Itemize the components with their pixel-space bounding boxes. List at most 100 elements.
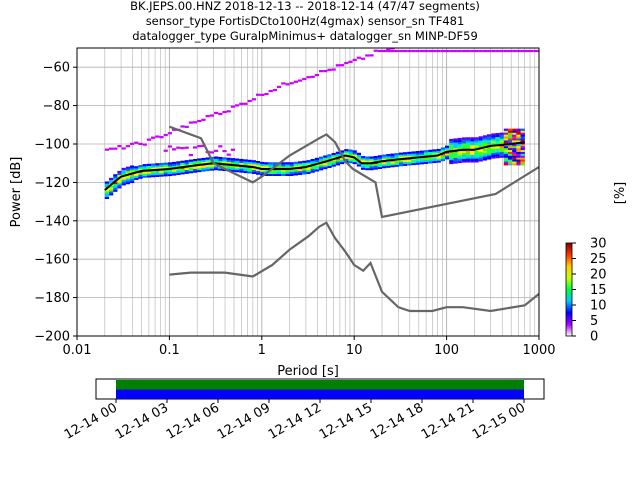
heatmap-cell xyxy=(323,163,328,166)
y-tick-label: −180 xyxy=(34,291,70,306)
heatmap-cell xyxy=(264,92,269,96)
heatmap-cell xyxy=(319,168,324,171)
heatmap-cell xyxy=(306,76,311,79)
heatmap-cell xyxy=(516,134,521,137)
heatmap-cell xyxy=(230,158,236,161)
time-tick-label: 12-14 03 xyxy=(113,400,171,442)
heatmap-cell xyxy=(470,49,475,53)
heatmap-cell xyxy=(130,178,135,182)
heatmap-cell xyxy=(508,159,513,162)
plot-frame xyxy=(76,47,540,337)
heatmap-cell xyxy=(508,134,513,137)
heatmap-cell xyxy=(449,148,454,151)
heatmap-cell xyxy=(197,166,202,169)
heatmap-cell xyxy=(113,189,118,192)
heatmap-cell xyxy=(508,147,513,151)
heatmap-cell xyxy=(176,170,181,174)
heatmap-cell xyxy=(163,162,168,165)
heatmap-cell xyxy=(440,158,446,162)
heatmap-cell xyxy=(508,145,513,149)
heatmap-cell xyxy=(428,49,433,53)
heatmap-cell xyxy=(382,154,387,157)
heatmap-cell xyxy=(335,151,341,154)
heatmap-cell xyxy=(516,153,521,156)
heatmap-cell xyxy=(268,162,273,165)
heatmap-cell xyxy=(172,128,177,131)
heatmap-cell xyxy=(520,144,525,147)
x-tick-label: 100 xyxy=(434,343,459,358)
heatmap-cell xyxy=(503,163,509,166)
heatmap-cell xyxy=(226,167,231,170)
heatmap-cell xyxy=(499,134,504,137)
heatmap-cell xyxy=(302,162,307,165)
heatmap-cell xyxy=(499,147,504,151)
heatmap-cell xyxy=(151,136,156,139)
heatmap-cell xyxy=(453,151,458,155)
heatmap-cell xyxy=(424,150,429,153)
heatmap-cell xyxy=(226,161,231,164)
heatmap-cell xyxy=(365,156,370,159)
heatmap-cell xyxy=(386,48,391,51)
heatmap-cell xyxy=(335,155,341,158)
heatmap-cell xyxy=(457,157,462,160)
heatmap-cell xyxy=(117,145,122,148)
heatmap-cell xyxy=(277,85,282,88)
heatmap-cell xyxy=(394,162,399,165)
heatmap-cell xyxy=(184,160,189,163)
heatmap-cell xyxy=(529,49,534,53)
heatmap-cell xyxy=(466,141,471,144)
heatmap-cell xyxy=(247,99,252,103)
heatmap-cell xyxy=(436,156,441,159)
heatmap-cell xyxy=(335,64,341,67)
colorbar-tick-label: 0 xyxy=(590,330,598,345)
heatmap-cell xyxy=(272,173,278,176)
heatmap-cell xyxy=(289,171,294,175)
heatmap-cell xyxy=(482,137,488,140)
heatmap-cell xyxy=(512,128,517,131)
heatmap-cell xyxy=(453,138,458,141)
heatmap-cell xyxy=(298,170,303,174)
heatmap-cell xyxy=(361,167,366,170)
y-axis-label: Power [dB] xyxy=(9,157,24,228)
heatmap-cell xyxy=(373,155,378,159)
heatmap-cell xyxy=(356,152,362,155)
heatmap-cell xyxy=(218,145,223,148)
heatmap-cell xyxy=(104,181,110,184)
heatmap-cell xyxy=(306,167,311,171)
heatmap-cell xyxy=(335,163,341,166)
heatmap-cell xyxy=(382,164,387,167)
mean-psd-line xyxy=(104,141,525,191)
heatmap-cell xyxy=(201,157,206,161)
heatmap-cell xyxy=(134,168,139,171)
heatmap-cell xyxy=(125,170,131,173)
heatmap-cell xyxy=(508,161,513,164)
heatmap-cell xyxy=(298,172,303,175)
heatmap-cell xyxy=(340,158,345,161)
heatmap-cell xyxy=(524,49,530,53)
heatmap-cell xyxy=(499,153,504,156)
heatmap-cell xyxy=(478,151,483,154)
heatmap-cell xyxy=(403,161,408,164)
heatmap-cell xyxy=(508,130,513,133)
heatmap-cell xyxy=(461,141,467,144)
heatmap-cell xyxy=(134,177,139,180)
heatmap-cell xyxy=(159,172,164,175)
heatmap-cell xyxy=(470,139,475,142)
heatmap-cell xyxy=(403,163,408,166)
heatmap-cell xyxy=(113,174,118,177)
heatmap-cell xyxy=(256,162,261,166)
heatmap-cell xyxy=(461,139,467,142)
heatmap-cell xyxy=(306,169,311,172)
heatmap-cell xyxy=(113,181,118,185)
colorbar-label: [%] xyxy=(613,182,628,205)
heatmap-cell xyxy=(310,168,315,171)
heatmap-cell xyxy=(352,150,357,153)
heatmap-cell xyxy=(193,146,198,149)
heatmap-cell xyxy=(415,158,420,161)
chart-title-line-1: BK.JEPS.00.HNZ 2018-12-13 -- 2018-12-14 … xyxy=(130,0,480,13)
heatmap-cell xyxy=(146,167,152,170)
heatmap-cell xyxy=(302,168,307,171)
heatmap-cell xyxy=(319,160,324,163)
heatmap-cell xyxy=(516,138,521,141)
heatmap-cell xyxy=(495,134,500,138)
